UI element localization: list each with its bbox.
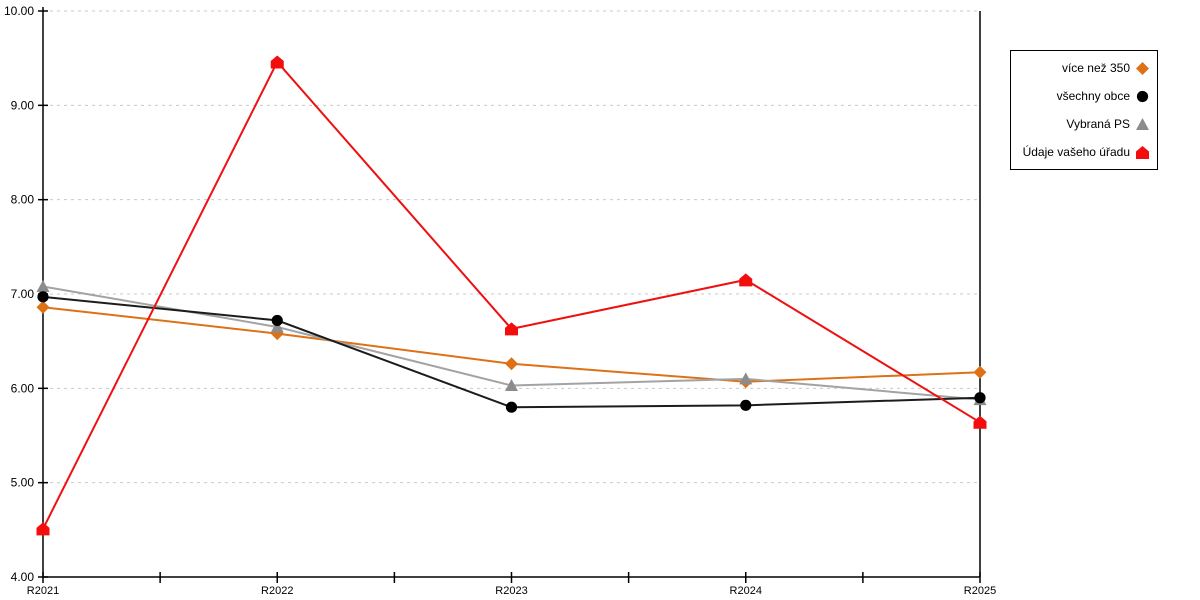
marker-circle-R2021 [37, 291, 49, 303]
legend-item-label: Údaje vašeho úřadu [1022, 145, 1130, 159]
y-tick-label-8: 8.00 [11, 193, 35, 207]
marker-pentagon-R2022 [270, 55, 284, 69]
marker-pentagon-R2025 [973, 415, 987, 429]
series-line-diamond [42, 306, 981, 383]
marker-pentagon-R2021 [36, 522, 50, 536]
y-tick-label-6: 6.00 [11, 381, 35, 395]
marker-pentagon-R2024 [739, 273, 753, 287]
marker-triangle-R2024 [739, 372, 753, 385]
chart-legend: více než 350 všechny obce Vybraná PS Údaje … [1010, 50, 1158, 170]
x-tick-label-R2023: R2023 [495, 585, 527, 597]
pentagon-icon [1136, 145, 1149, 159]
series-line-pentagon [42, 60, 981, 530]
y-tick-label-10: 10.00 [4, 4, 34, 18]
marker-triangle-R2021 [36, 279, 50, 292]
marker-triangle-R2022 [270, 320, 284, 333]
y-tick-label-5: 5.00 [11, 476, 35, 490]
y-tick-label-4: 4.00 [11, 570, 35, 584]
marker-diamond-R2021 [36, 300, 50, 314]
marker-pentagon-R2023 [505, 322, 518, 336]
marker-circle-R2024 [740, 399, 752, 411]
y-tick-label-7: 7.00 [11, 287, 35, 301]
x-tick-label-R2022: R2022 [261, 585, 293, 597]
marker-triangle-R2023 [505, 379, 518, 392]
x-tick-label-R2025: R2025 [964, 585, 996, 597]
marker-circle-R2025 [974, 392, 986, 404]
x-tick-label-R2021: R2021 [27, 585, 59, 597]
legend-item: všechny obce [1011, 89, 1157, 104]
legend-item: Vybraná PS [1011, 117, 1157, 132]
marker-circle-R2023 [505, 401, 518, 413]
legend-item-label: více než 350 [1061, 61, 1130, 75]
legend-item-label: všechny obce [1056, 89, 1130, 103]
marker-diamond-R2023 [505, 357, 518, 371]
marker-diamond-R2025 [973, 365, 987, 379]
marker-circle-R2022 [271, 314, 283, 327]
y-tick-label-9: 9.00 [11, 98, 35, 112]
legend-item: Údaje vašeho úřadu [1011, 145, 1157, 160]
circle-icon [1136, 90, 1149, 102]
diamond-icon [1136, 61, 1149, 75]
legend-item: více než 350 [1011, 61, 1157, 76]
x-tick-label-R2024: R2024 [730, 585, 762, 597]
legend-item-label: Vybraná PS [1066, 117, 1130, 131]
triangle-icon [1136, 117, 1149, 130]
